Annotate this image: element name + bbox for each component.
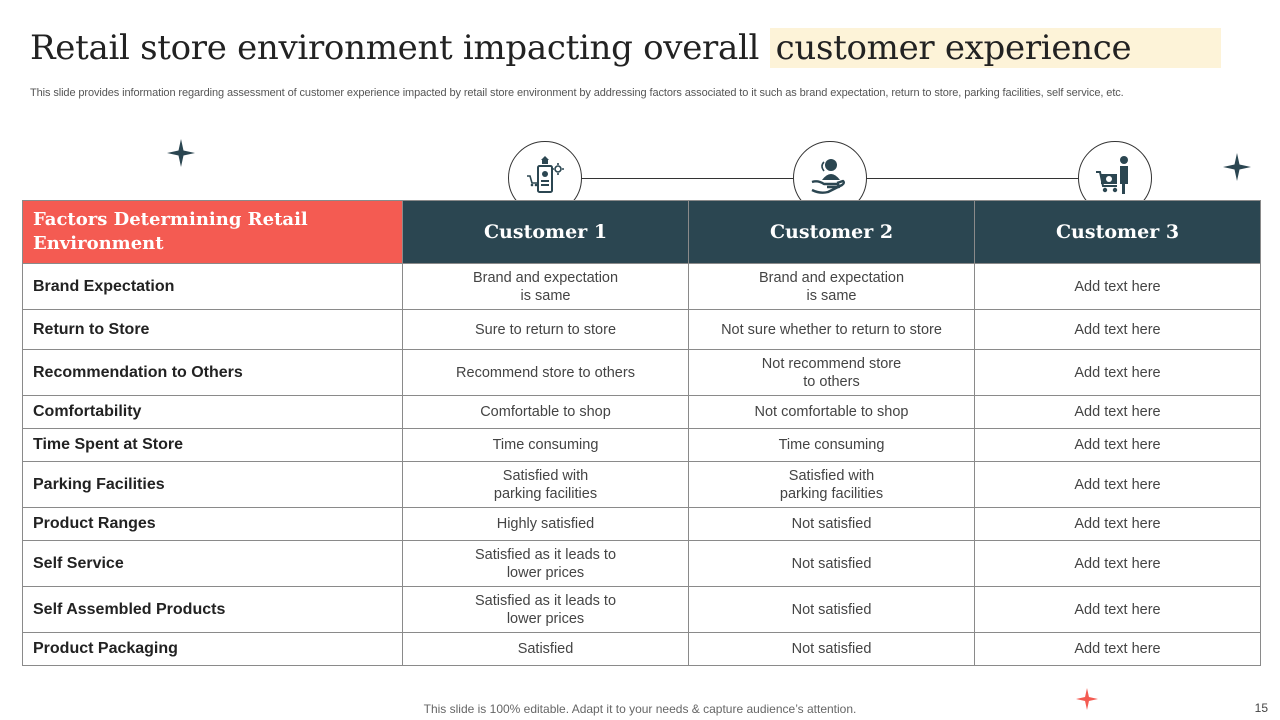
customer-1-cell: Satisfied as it leads to lower prices bbox=[402, 586, 689, 633]
customer-1-cell: Satisfied as it leads to lower prices bbox=[402, 540, 689, 587]
header-customer-2: Customer 2 bbox=[688, 200, 975, 264]
factor-cell: Time Spent at Store bbox=[22, 428, 403, 462]
customer-2-cell: Not satisfied bbox=[688, 586, 975, 633]
table-row: Parking Facilities Satisfied with parking … bbox=[22, 461, 1261, 508]
factor-cell: Product Packaging bbox=[22, 632, 403, 666]
customer-1-cell: Comfortable to shop bbox=[402, 395, 689, 429]
sparkle-icon bbox=[167, 139, 195, 167]
factor-cell: Product Ranges bbox=[22, 507, 403, 541]
hand-holding-person-icon bbox=[811, 159, 845, 194]
shopper-with-cart-icon bbox=[1096, 156, 1128, 194]
retail-factors-table: Factors Determining Retail Environment C… bbox=[22, 200, 1261, 666]
table-header-row: Factors Determining Retail Environment C… bbox=[22, 200, 1261, 264]
factor-cell: Self Assembled Products bbox=[22, 586, 403, 633]
customer-2-cell: Not satisfied bbox=[688, 540, 975, 587]
customer-2-cell: Not satisfied bbox=[688, 632, 975, 666]
table-body: Brand Expectation Brand and expectation is… bbox=[22, 263, 1261, 666]
title-main: Retail store environment impacting overa… bbox=[30, 28, 770, 68]
customer-1-cell: Recommend store to others bbox=[402, 349, 689, 396]
customer-3-cell: Add text here bbox=[974, 632, 1261, 666]
header-customer-3: Customer 3 bbox=[974, 200, 1261, 264]
customer-3-cell: Add text here bbox=[974, 540, 1261, 587]
factor-cell: Return to Store bbox=[22, 309, 403, 350]
store-display-icon bbox=[527, 156, 564, 193]
customer-1-cell: Satisfied bbox=[402, 632, 689, 666]
customer-3-cell: Add text here bbox=[974, 395, 1261, 429]
title-highlight: customer experience bbox=[769, 28, 1222, 68]
sparkle-icon bbox=[1223, 153, 1251, 181]
table-row: Time Spent at Store Time consuming Time co… bbox=[22, 428, 1261, 462]
customer-2-cell: Time consuming bbox=[688, 428, 975, 462]
slide-title: Retail store environment impacting overa… bbox=[30, 28, 1222, 68]
table-row: Self Service Satisfied as it leads to lowe… bbox=[22, 540, 1261, 587]
customer-1-cell: Satisfied with parking facilities bbox=[402, 461, 689, 508]
table-row: Comfortability Comfortable to shop Not com… bbox=[22, 395, 1261, 429]
page-number: 15 bbox=[1254, 701, 1268, 715]
footer-note: This slide is 100% editable. Adapt it to… bbox=[423, 702, 857, 716]
table-row: Recommendation to Others Recommend store … bbox=[22, 349, 1261, 396]
customer-1-cell: Brand and expectation is same bbox=[402, 263, 689, 310]
factor-cell: Self Service bbox=[22, 540, 403, 587]
sparkle-icon bbox=[1076, 688, 1098, 710]
customer-3-cell: Add text here bbox=[974, 309, 1261, 350]
customer-3-cell: Add text here bbox=[974, 461, 1261, 508]
connector-line bbox=[865, 178, 1078, 179]
factor-cell: Brand Expectation bbox=[22, 263, 403, 310]
customer-3-cell: Add text here bbox=[974, 349, 1261, 396]
table-row: Product Packaging Satisfied Not satisfied A… bbox=[22, 632, 1261, 666]
customer-2-cell: Not sure whether to return to store bbox=[688, 309, 975, 350]
customer-2-cell: Satisfied with parking facilities bbox=[688, 461, 975, 508]
customer-1-cell: Sure to return to store bbox=[402, 309, 689, 350]
customer-2-cell: Not satisfied bbox=[688, 507, 975, 541]
customer-2-cell: Not comfortable to shop bbox=[688, 395, 975, 429]
customer-2-cell: Not recommend store to others bbox=[688, 349, 975, 396]
table-row: Product Ranges Highly satisfied Not satisf… bbox=[22, 507, 1261, 541]
customer-3-cell: Add text here bbox=[974, 586, 1261, 633]
header-customer-1: Customer 1 bbox=[402, 200, 689, 264]
customer-3-cell: Add text here bbox=[974, 263, 1261, 310]
table-row: Brand Expectation Brand and expectation is… bbox=[22, 263, 1261, 310]
factor-cell: Comfortability bbox=[22, 395, 403, 429]
customer-3-cell: Add text here bbox=[974, 507, 1261, 541]
customer-3-cell: Add text here bbox=[974, 428, 1261, 462]
table-row: Self Assembled Products Satisfied as it l… bbox=[22, 586, 1261, 633]
customer-1-cell: Time consuming bbox=[402, 428, 689, 462]
factor-cell: Parking Facilities bbox=[22, 461, 403, 508]
customer-1-cell: Highly satisfied bbox=[402, 507, 689, 541]
table-row: Return to Store Sure to return to store No… bbox=[22, 309, 1261, 350]
slide-subtitle: This slide provides information regardin… bbox=[30, 87, 1124, 99]
factor-cell: Recommendation to Others bbox=[22, 349, 403, 396]
connector-line bbox=[580, 178, 793, 179]
header-factors: Factors Determining Retail Environment bbox=[22, 200, 403, 264]
customer-2-cell: Brand and expectation is same bbox=[688, 263, 975, 310]
